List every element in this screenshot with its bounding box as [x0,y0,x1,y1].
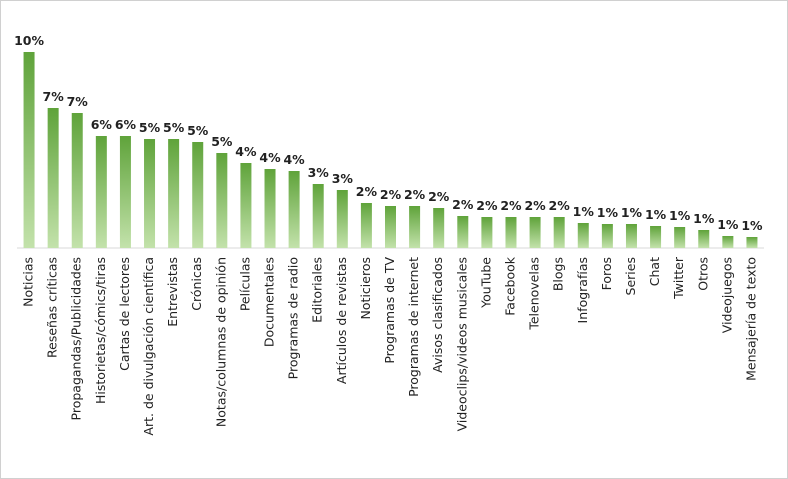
bar [168,139,180,248]
x-tick-label: Notas/columnas de opinión [213,257,228,427]
bar [360,203,372,248]
value-label: 5% [163,120,185,135]
bar [674,227,686,248]
x-tick-label: YouTube [478,257,493,309]
value-label: 1% [741,218,763,233]
x-tick-label: Cartas de lectores [117,257,132,371]
x-tick-label: Programas de TV [382,257,397,364]
bar [312,184,324,248]
x-tick-label: Editoriales [310,257,325,323]
x-tick-label: Videojuegos [719,257,734,333]
x-tick-label: Series [623,257,638,295]
x-tick-label: Art. de divulgación científica [141,257,156,436]
value-label: 2% [428,189,450,204]
value-label: 10% [14,33,44,48]
x-tick-label: Chat [647,257,662,286]
bar [650,226,662,248]
x-tick-label: Otros [695,257,710,291]
x-tick-label: Twitter [671,256,686,300]
x-tick-label: Telenovelas [527,257,542,331]
x-tick-label: Programas de internet [406,257,421,397]
bar [433,208,445,248]
bar [577,223,589,248]
x-tick-label: Videoclips/videos musicales [454,257,469,431]
bar [264,169,276,248]
bar [385,206,396,248]
x-tick-label: Foros [599,257,614,290]
bar [481,217,493,248]
x-tick-label: Entrevistas [165,257,180,327]
bar [457,216,469,248]
value-label: 1% [717,217,739,232]
value-label: 1% [669,208,691,223]
x-tick-label: Facebook [502,256,517,315]
x-tick-label: Artículos de revistas [334,257,349,384]
x-tick-label: Historietas/cómics/tiras [93,257,108,404]
bar [505,217,517,248]
bar [144,139,156,248]
x-tick-label: Documentales [262,257,277,347]
bar [240,163,252,248]
x-tick-label: Noticieros [358,257,373,319]
x-tick-label: Programas de radio [286,257,301,379]
value-label: 5% [187,123,209,138]
bar [288,171,300,248]
bar [529,217,541,248]
value-label: 2% [549,198,571,213]
bar [119,136,131,248]
value-label: 2% [500,198,522,213]
value-label: 7% [67,94,89,109]
value-label: 1% [597,205,619,220]
value-label: 2% [452,197,474,212]
value-label: 2% [476,198,498,213]
x-tick-label: Películas [237,257,252,311]
value-label: 2% [404,187,426,202]
value-label: 5% [139,120,161,135]
bar [722,236,734,248]
value-label: 6% [115,117,137,132]
value-label: 2% [380,187,402,202]
bar [47,108,59,248]
x-tick-label: Noticias [21,257,36,307]
value-label: 3% [332,171,354,186]
bar [553,217,565,248]
value-label: 3% [308,165,330,180]
x-tick-label: Infografías [575,257,590,323]
bar [95,136,107,248]
bar [746,237,758,248]
bar [71,113,83,248]
value-label: 1% [621,205,643,220]
value-label: 1% [693,211,715,226]
bar [216,153,228,248]
value-label: 7% [43,89,65,104]
x-tick-label: Crónicas [189,257,204,311]
bar [625,224,637,248]
value-label: 2% [524,198,546,213]
bar [192,142,204,248]
x-tick-label: Avisos clasificados [430,257,445,373]
x-tick-label: Propagandas/Publicidades [69,257,84,420]
value-label: 5% [211,134,233,149]
bar [601,224,613,248]
value-label: 4% [235,144,257,159]
value-label: 2% [356,184,378,199]
x-tick-label: Mensajería de texto [743,257,758,381]
bar [23,52,35,248]
value-label: 1% [573,204,595,219]
value-label: 1% [645,207,667,222]
value-label: 6% [91,117,113,132]
x-tick-label: Blogs [551,257,566,291]
bar [698,230,710,248]
value-label: 4% [283,152,305,167]
bar [336,190,348,248]
x-tick-label: Reseñas críticas [45,257,60,358]
bar [409,206,421,248]
value-label: 4% [259,150,281,165]
